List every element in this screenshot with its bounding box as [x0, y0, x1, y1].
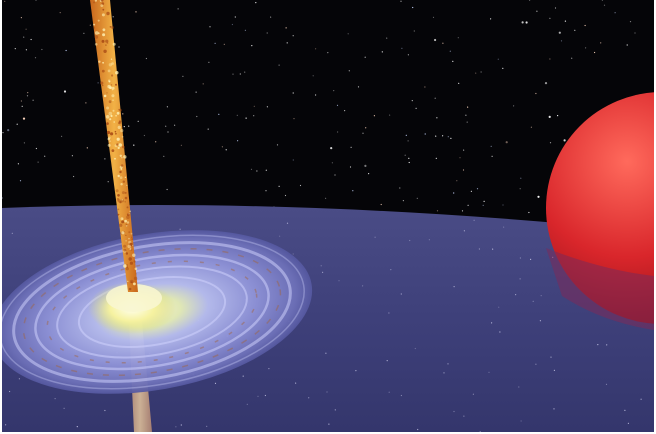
red-star-icon: [546, 92, 654, 330]
jet-texture: [93, 0, 138, 291]
accretion-disk-icon: [2, 230, 313, 394]
jet-icon: [90, 0, 138, 292]
